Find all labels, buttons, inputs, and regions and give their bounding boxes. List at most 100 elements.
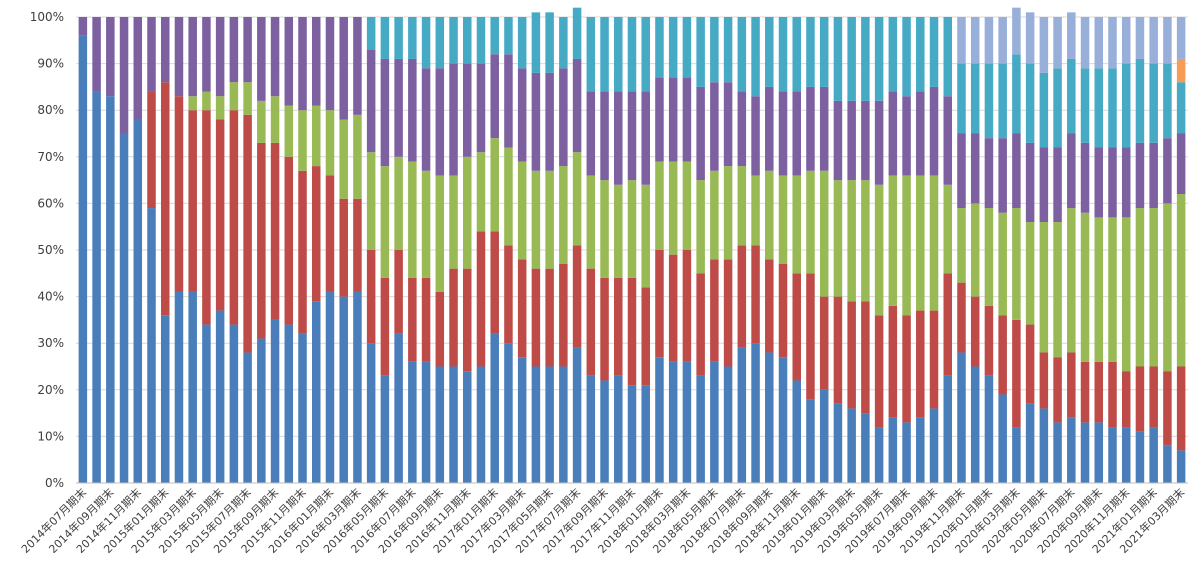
bar-segment-series-4 (92, 17, 101, 92)
bar-segment-series-7 (998, 17, 1007, 64)
bar-segment-series-3 (202, 91, 211, 111)
bar-segment-series-1 (1067, 417, 1076, 483)
bar-segment-series-3 (778, 175, 788, 264)
bar-segment-series-5 (765, 17, 774, 87)
bar-stack (270, 17, 280, 483)
bar-segment-series-1 (1025, 403, 1035, 483)
bar-segment-series-1 (449, 366, 458, 483)
bar-segment-series-4 (614, 91, 623, 185)
bar-stack (1094, 17, 1104, 483)
bar-segment-series-5 (545, 12, 554, 73)
bar-segment-series-3 (916, 175, 925, 311)
bar-segment-series-2 (847, 301, 856, 409)
bar-segment-series-4 (435, 68, 445, 176)
bar-stack (1149, 17, 1158, 483)
bar-segment-series-4 (339, 17, 348, 120)
bar-segment-series-3 (572, 152, 582, 246)
bar-segment-series-1 (476, 366, 486, 483)
bar-segment-series-5 (1053, 68, 1062, 148)
bar-segment-series-4 (765, 86, 774, 171)
bar-segment-series-1 (614, 375, 623, 483)
bar-stack (984, 17, 994, 483)
y-axis-tick-labels: 0% 10% 20% 30% 40% 50% 60% 70% 80% 90% 100% (30, 10, 64, 490)
bar-segment-series-4 (504, 54, 513, 148)
bar-segment-series-1 (792, 380, 801, 483)
bar-segment-series-4 (1094, 147, 1104, 218)
bar-stack (1176, 17, 1186, 483)
bar-segment-series-4 (1067, 133, 1076, 209)
bar-segment-series-1 (1053, 422, 1062, 483)
bar-stack (92, 17, 101, 483)
bar-segment-series-3 (682, 161, 692, 250)
bar-segment-series-4 (737, 91, 747, 167)
bar-segment-series-4 (819, 86, 829, 171)
bar-stack (806, 17, 815, 483)
bar-segment-series-3 (957, 208, 966, 283)
bar-segment-series-2 (751, 245, 760, 344)
bar-segment-series-4 (847, 100, 856, 181)
bar-stack (1053, 17, 1062, 483)
bar-segment-series-3 (888, 175, 898, 306)
bar-segment-series-5 (957, 63, 966, 134)
bar-segment-series-4 (366, 49, 376, 153)
bar-segment-series-1 (874, 427, 884, 483)
bar-segment-series-1 (78, 35, 88, 483)
bar-segment-series-5 (668, 17, 678, 78)
bar-segment-series-4 (1108, 147, 1117, 218)
bar-segment-series-5 (710, 17, 719, 83)
bar-segment-series-2 (408, 277, 417, 362)
bar-segment-series-4 (710, 82, 719, 171)
bar-stack (641, 17, 650, 483)
bar-segment-series-3 (435, 175, 445, 292)
bar-segment-series-4 (394, 58, 403, 157)
bar-stack (545, 12, 554, 483)
bar-segment-series-3 (463, 156, 472, 269)
bar-segment-series-2 (366, 250, 376, 344)
bar-segment-series-1 (408, 361, 417, 483)
bar-segment-series-4 (517, 68, 527, 162)
bar-segment-series-2 (1039, 352, 1049, 409)
bar-segment-series-4 (586, 91, 596, 176)
bar-segment-series-1 (1108, 427, 1117, 483)
y-tick-label: 50% (37, 243, 64, 257)
bar-segment-series-2 (174, 96, 184, 292)
bar-segment-series-1 (435, 366, 445, 483)
bar-stack (476, 17, 486, 483)
bar-segment-series-2 (545, 268, 554, 367)
bar-segment-series-4 (751, 96, 760, 176)
bar-segment-series-3 (449, 175, 458, 269)
bar-stack (421, 17, 431, 483)
bar-stack (902, 17, 911, 483)
bar-segment-series-2 (1025, 324, 1035, 404)
bar-segment-series-1 (1163, 445, 1172, 483)
bar-stack (504, 17, 513, 483)
bar-segment-series-2 (1135, 366, 1145, 432)
bar-segment-series-1 (1176, 450, 1186, 483)
bar-segment-series-5 (1135, 58, 1145, 143)
bar-segment-series-5 (1025, 63, 1035, 143)
bar-segment-series-5 (517, 17, 527, 69)
bar-segment-series-1 (627, 385, 637, 483)
bar-segment-series-5 (806, 17, 815, 87)
bar-segment-series-2 (1067, 352, 1076, 418)
bar-segment-series-3 (1025, 222, 1035, 325)
bar-segment-series-7 (1135, 17, 1145, 59)
bar-segment-series-2 (765, 259, 774, 353)
bar-segment-series-1 (970, 366, 980, 483)
bar-segment-series-4 (1080, 142, 1090, 213)
bar-segment-series-4 (215, 17, 225, 97)
bar-segment-series-1 (819, 389, 829, 483)
bar-segment-series-5 (449, 17, 458, 64)
bar-segment-series-5 (1176, 82, 1186, 134)
bar-segment-series-1 (929, 408, 939, 483)
bar-segment-series-5 (792, 17, 801, 92)
bar-segment-series-5 (833, 17, 843, 101)
bar-segment-series-5 (559, 17, 568, 69)
bar-segment-series-3 (943, 184, 953, 274)
bar-segment-series-1 (737, 347, 747, 483)
bar-segment-series-7 (1080, 17, 1090, 69)
bar-segment-series-1 (833, 403, 843, 483)
bar-segment-series-2 (998, 315, 1007, 395)
bar-segment-series-4 (78, 17, 88, 36)
bar-segment-series-3 (984, 208, 994, 306)
